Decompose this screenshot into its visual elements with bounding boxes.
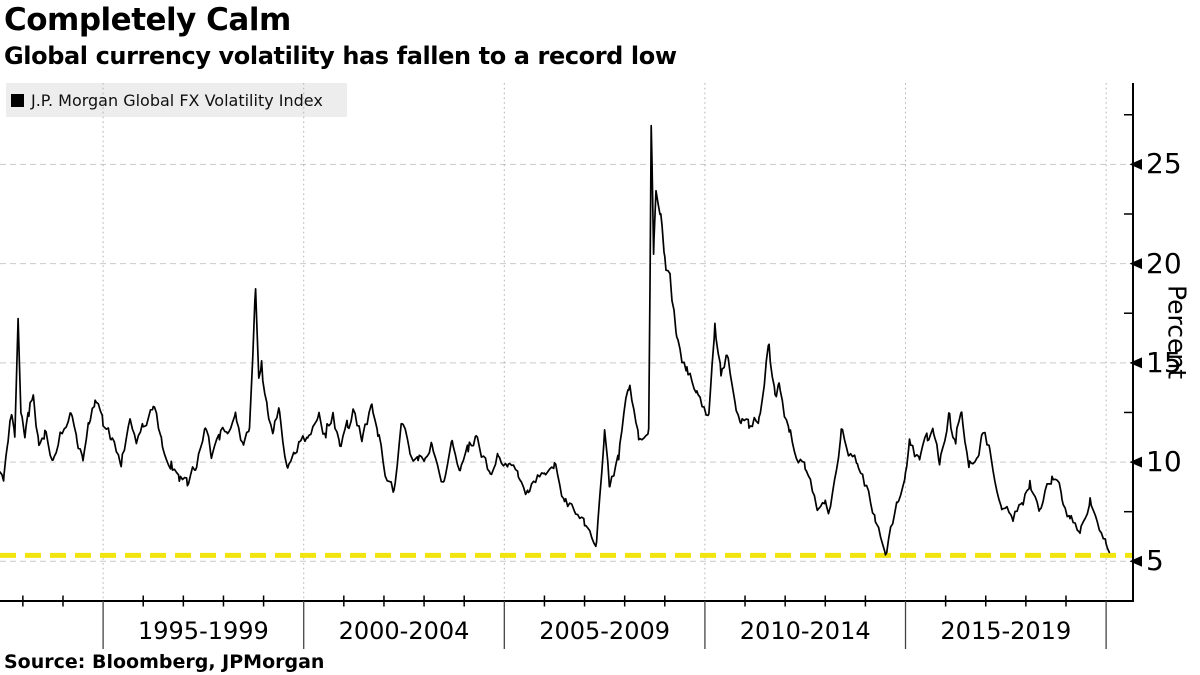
legend-label: J.P. Morgan Global FX Volatility Index [31,90,323,110]
chart-title: Completely Calm [4,2,291,38]
y-tick-label-10: 10 [1146,445,1182,479]
y-tick-label-15: 15 [1146,345,1182,379]
legend [6,83,347,117]
fx-volatility-line-series [0,124,1111,556]
legend-swatch-icon [11,93,24,107]
y-tick-label-5: 5 [1146,544,1164,578]
x-period-label-2015-2019: 2015-2019 [940,617,1072,645]
chart-subtitle: Global currency volatility has fallen to… [4,42,677,70]
y-axis-title: Percent [1162,284,1192,380]
axis-ticks [22,114,1142,649]
y-tick-label-20: 20 [1146,246,1182,280]
source-note: Source: Bloomberg, JPMorgan [4,651,325,673]
legend-content: J.P. Morgan Global FX Volatility Index [11,83,323,117]
x-period-label-2005-2009: 2005-2009 [539,617,671,645]
x-period-label-2010-2014: 2010-2014 [739,617,871,645]
axes [0,83,1134,602]
x-period-label-2000-2004: 2000-2004 [338,617,470,645]
horizontal-gridlines [0,163,1133,562]
x-period-label-1995-1999: 1995-1999 [137,617,269,645]
y-tick-label-25: 25 [1146,147,1182,181]
